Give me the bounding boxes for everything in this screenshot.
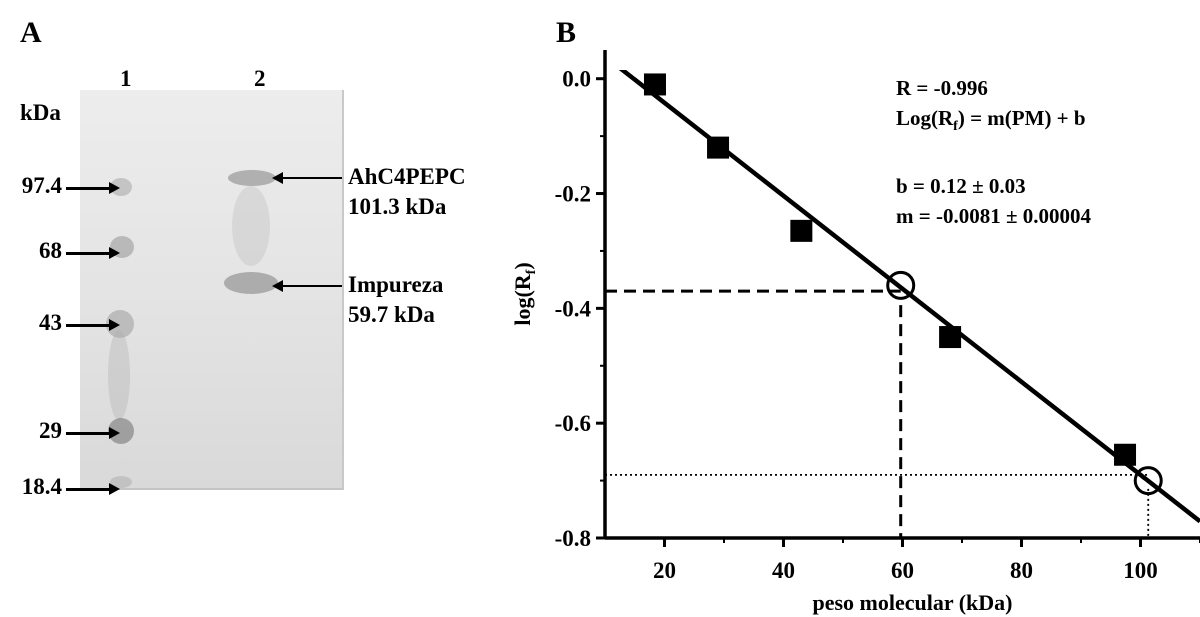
x-tick-label-3: 80	[1010, 558, 1033, 583]
impureza-mass: 59.7 kDa	[348, 302, 435, 327]
marker-smear	[108, 330, 130, 420]
equation-b: b = 0.12 ± 0.03	[896, 174, 1026, 198]
equation-model-part2: ) = m(PM) + b	[957, 106, 1086, 130]
impureza-band	[224, 272, 278, 294]
mw-arrow-97	[66, 182, 120, 194]
equation-model-part1: Log(R	[896, 106, 954, 130]
mw-label-43: 43	[39, 310, 62, 335]
equation-m: m = -0.0081 ± 0.00004	[896, 204, 1091, 228]
y-axis-title-end: )	[510, 262, 535, 269]
lane-label-2: 2	[254, 66, 266, 91]
y-axis-title: log(Rf)	[510, 262, 539, 325]
lane-label-1: 1	[120, 66, 132, 91]
mw-arrow-43	[66, 319, 120, 331]
mw-arrow-29	[66, 427, 120, 439]
data-point-square-2	[790, 219, 813, 242]
mw-label-97: 97.4	[21, 173, 62, 198]
data-point-circle-0	[886, 270, 916, 300]
panel-b-letter: B	[556, 16, 577, 49]
x-tick-label-2: 60	[891, 558, 914, 583]
data-point-square-1	[707, 136, 730, 159]
data-point-circle-1	[1133, 466, 1163, 496]
ahc4pepc-annotation: AhC4PEPC 101.3 kDa	[348, 162, 466, 222]
ahc4pepc-mass: 101.3 kDa	[348, 194, 447, 219]
data-point-square-0	[643, 73, 666, 96]
y-axis-title-sub: f	[524, 269, 539, 274]
y-tick-label-0: 0.0	[562, 67, 591, 92]
data-point-square-3	[939, 326, 962, 349]
y-tick-label-1: -0.2	[555, 182, 591, 207]
y-axis-title-main: log(R	[510, 273, 535, 325]
kda-unit-label: kDa	[20, 100, 61, 125]
mw-arrow-18	[66, 483, 120, 495]
ahc4pepc-band	[228, 170, 276, 186]
y-tick-label-2: -0.4	[555, 296, 592, 321]
equation-model-sub: f	[953, 119, 958, 135]
ahc4pepc-name: AhC4PEPC	[348, 164, 466, 189]
impureza-name: Impureza	[348, 272, 444, 297]
ahc4pepc-arrow	[272, 172, 342, 184]
gel-image	[80, 90, 344, 490]
x-tick-label-1: 40	[772, 558, 795, 583]
mw-label-18: 18.4	[21, 474, 62, 499]
lane2-smear	[232, 186, 270, 266]
impureza-annotation: Impureza 59.7 kDa	[348, 270, 443, 330]
y-tick-label-4: -0.8	[555, 526, 591, 551]
equation-model: Log(Rf) = m(PM) + b	[896, 106, 1086, 135]
fit-line	[618, 70, 1200, 524]
mw-label-29: 29	[39, 418, 62, 443]
x-tick-label-4: 100	[1123, 558, 1158, 583]
impureza-arrow	[272, 280, 342, 292]
mw-arrow-68	[66, 247, 120, 259]
x-tick-label-0: 20	[653, 558, 676, 583]
equation-r: R = -0.996	[896, 76, 988, 100]
data-point-square-4	[1114, 443, 1137, 466]
y-tick-label-3: -0.6	[555, 411, 591, 436]
mw-label-68: 68	[39, 238, 62, 263]
panel-a-letter: A	[20, 16, 42, 49]
x-axis-title: peso molecular (kDa)	[812, 590, 1012, 615]
